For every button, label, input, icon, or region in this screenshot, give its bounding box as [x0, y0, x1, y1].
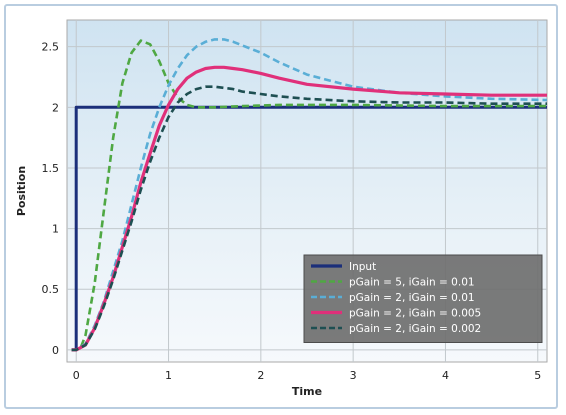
series-layer — [71, 38, 547, 352]
legend-entry-label: pGain = 2, iGain = 0.005 — [349, 308, 481, 320]
x-axis-title: Time — [292, 385, 322, 398]
legend-entry-label: pGain = 5, iGain = 0.01 — [349, 277, 475, 289]
y-tick-label: 1 — [52, 223, 59, 236]
x-tick-label: 0 — [73, 369, 80, 382]
x-tick-label: 3 — [350, 369, 357, 382]
y-tick-label: 1.5 — [42, 162, 60, 175]
x-tick-label: 1 — [165, 369, 172, 382]
y-axis-title: Position — [15, 166, 28, 216]
series-line-pgain-2-igain-0-005 — [71, 65, 547, 352]
tick-labels: 0 1 2 3 4 5 0 0.5 1 1.5 2 2.5 — [42, 41, 542, 382]
chart-frame: 0 1 2 3 4 5 0 0.5 1 1.5 2 2.5 Time Position Input pG… — [4, 4, 558, 409]
legend: Input pGain = 5, iGain = 0.01 pGain = 2, i… — [303, 254, 543, 343]
y-tick-label: 2 — [52, 101, 59, 114]
legend-entry-label: pGain = 2, iGain = 0.002 — [349, 323, 481, 335]
y-tick-label: 0 — [52, 344, 59, 357]
x-tick-label: 4 — [442, 369, 449, 382]
y-tick-label: 2.5 — [42, 41, 60, 54]
legend-entry-label: pGain = 2, iGain = 0.01 — [349, 292, 475, 304]
legend-box — [303, 254, 543, 343]
series-line-pgain-5-igain-0-01 — [71, 39, 547, 352]
series-line-pgain-2-igain-0-002 — [71, 85, 547, 352]
legend-entry-label: Input — [349, 261, 376, 273]
y-tick-label: 0.5 — [42, 283, 60, 296]
x-tick-label: 5 — [534, 369, 541, 382]
x-tick-label: 2 — [257, 369, 264, 382]
line-chart: 0 1 2 3 4 5 0 0.5 1 1.5 2 2.5 Time Position Input pG… — [15, 19, 548, 398]
